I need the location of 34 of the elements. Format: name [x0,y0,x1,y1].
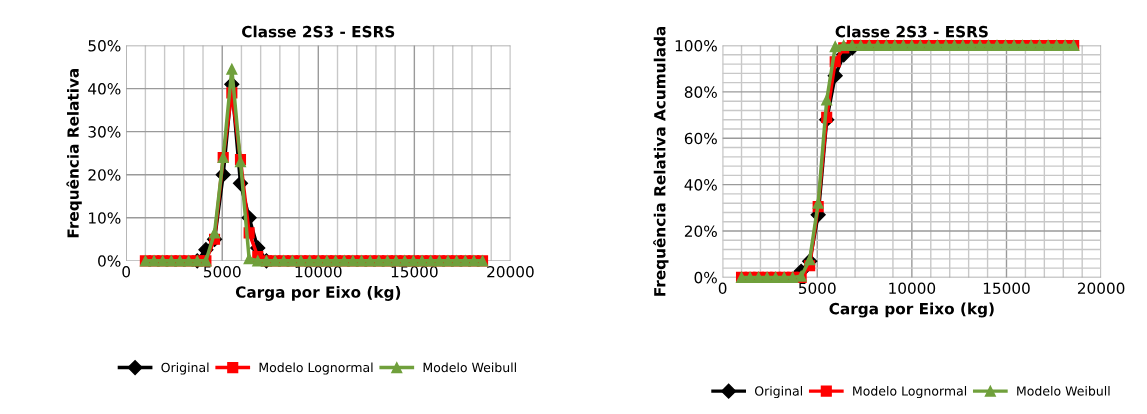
chart-title: Classe 2S3 - ESRS [242,25,395,38]
y-tick-label: 20% [684,225,717,238]
chart-title: Classe 2S3 - ESRS [835,25,988,38]
x-tick-label: 15000 [391,265,438,278]
y-tick-label: 50% [88,40,121,52]
y-axis-title: Frequência Relativa [66,68,82,238]
y-axis-title: Frequência Relativa Acumulada [653,26,669,296]
legend-label: Modelo Lognormal [853,386,967,399]
y-tick-label: 30% [88,126,121,138]
legend-label: Modelo Lognormal [259,362,373,375]
y-tick-label: 60% [684,132,717,145]
x-tick-label: 20000 [1077,282,1125,295]
x-tick-label: 5000 [798,282,836,295]
x-axis-title: Carga por Eixo (kg) [829,302,994,318]
x-tick-label: 15000 [983,282,1030,295]
y-tick-label: 100% [675,40,717,52]
y-tick-label: 80% [684,86,717,98]
y-tick-label: 40% [88,83,121,95]
y-tick-label: 40% [684,179,717,191]
legend-label: Modelo Weibull [423,362,516,373]
legend-label: Original [754,386,803,399]
legend-label: Original [161,362,209,375]
x-tick-label: 20000 [487,265,534,278]
x-tick-label: 10000 [295,265,342,278]
x-tick-label: 5000 [203,265,241,278]
y-tick-label: 20% [88,169,121,181]
x-tick-label: 0 [718,282,727,295]
x-tick-label: 0 [122,265,131,278]
x-tick-label: 10000 [889,282,936,295]
y-tick-label: 10% [89,212,121,224]
y-tick-label: 0% [694,271,717,284]
legend-label: Modelo Weibull [1017,386,1110,396]
x-axis-title: Carga por Eixo (kg) [235,286,401,301]
y-tick-label: 0% [98,255,121,267]
